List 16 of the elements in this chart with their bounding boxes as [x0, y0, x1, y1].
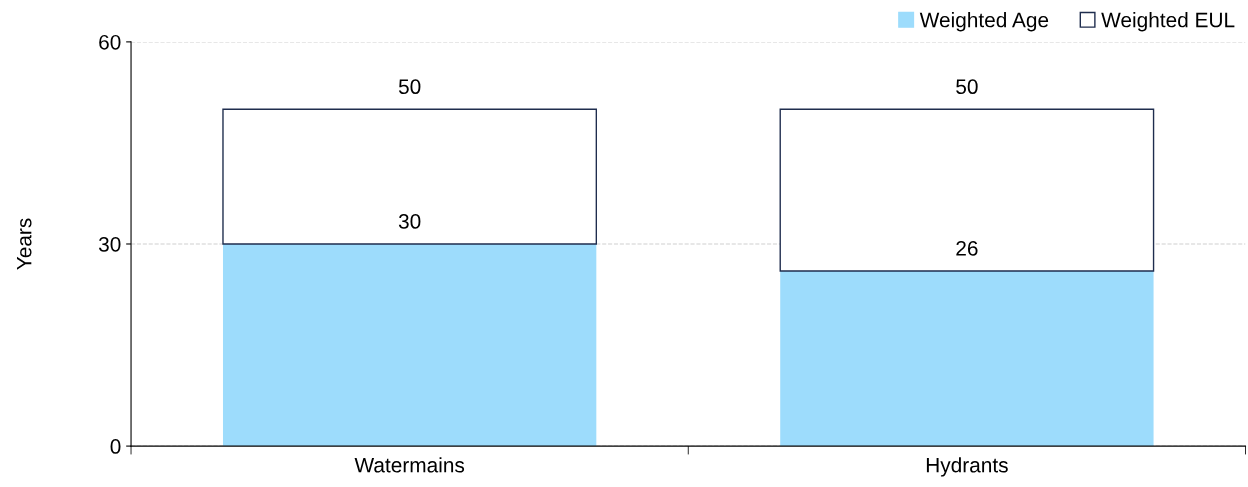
x-tick-label: Watermains: [354, 457, 465, 473]
legend-label: Weighted Age: [919, 12, 1049, 32]
total-label: 50: [956, 79, 978, 95]
bar: [780, 270, 1154, 447]
bar: [779, 108, 1155, 272]
x-tick-label: Hydrants: [926, 457, 1008, 477]
total-label: 50: [398, 79, 421, 95]
legend-label: Weighted EUL: [1101, 12, 1235, 32]
y-axis-title: Years: [16, 218, 32, 270]
data-label: 30: [398, 214, 421, 229]
y-tick-label: 60: [99, 34, 121, 50]
bar: [222, 243, 597, 447]
bar: [222, 108, 598, 245]
data-label: 26: [956, 240, 978, 256]
y-tick-label: 0: [110, 439, 121, 454]
y-tick-label: 30: [98, 236, 121, 252]
